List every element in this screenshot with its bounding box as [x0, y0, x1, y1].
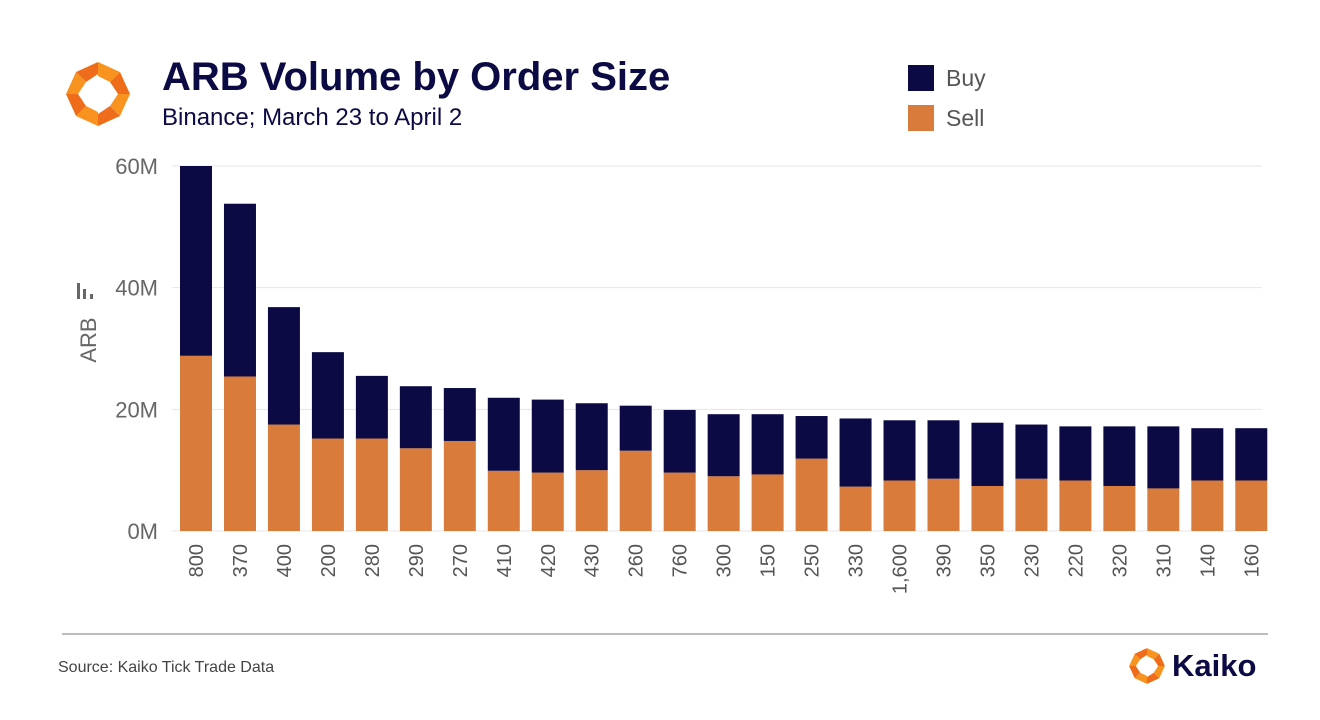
bar-buy [707, 414, 740, 477]
bar-sell [883, 480, 916, 531]
bar-buy [575, 403, 608, 471]
x-tick-label: 150 [758, 544, 780, 577]
bar-sell [619, 450, 652, 531]
brand: Kaiko [1128, 647, 1256, 685]
bar-buy [1147, 426, 1180, 489]
bar-chart-icon [77, 283, 93, 299]
bar-buy [223, 203, 256, 377]
bar-sell [399, 448, 432, 531]
bar-buy [971, 422, 1004, 486]
legend-label-buy: Buy [946, 64, 986, 91]
x-tick-label: 250 [802, 544, 824, 577]
bar-buy [663, 409, 696, 473]
bar-buy [355, 375, 388, 439]
bar-chart: 0M 20M 40M 60M ARB 800 370 400 200 280 290 270 410 42… [76, 154, 1268, 594]
bar-sell [795, 458, 828, 531]
x-tick-label: 320 [1109, 544, 1131, 577]
bar-sell [1147, 488, 1180, 531]
bar-sell [311, 438, 344, 531]
bar-buy [839, 418, 872, 487]
x-tick-label: 220 [1065, 544, 1087, 577]
bar-sell [180, 355, 212, 531]
x-tick-label: 300 [714, 544, 736, 577]
y-tick-label: 60M [115, 154, 158, 179]
legend-item-buy: Buy [908, 58, 986, 98]
bar-buy [531, 399, 564, 473]
x-tick-label: 800 [186, 544, 208, 577]
chart-title: ARB Volume by Order Size [162, 55, 671, 99]
source-note: Source: Kaiko Tick Trade Data [58, 659, 275, 676]
bar-sell [707, 476, 740, 531]
bar-buy [311, 352, 344, 439]
chart-subtitle: Binance; March 23 to April 2 [162, 104, 463, 131]
bar-buy [443, 388, 476, 441]
legend: Buy Sell [908, 58, 986, 138]
bar-sell [1191, 480, 1224, 531]
x-tick-label: 370 [230, 544, 252, 577]
x-tick-label: 400 [274, 544, 296, 577]
bar-buy [1235, 428, 1268, 481]
bar-buy [1015, 424, 1048, 479]
y-tick-label: 20M [115, 397, 158, 422]
bar-buy [927, 420, 960, 479]
x-tick-label: 430 [582, 544, 604, 577]
bar-buy [1059, 426, 1092, 481]
brand-name: Kaiko [1172, 648, 1257, 683]
y-tick-label: 0M [127, 519, 158, 544]
bar-buy [487, 397, 520, 471]
bar-buy [751, 414, 784, 475]
bar-sell [443, 440, 476, 531]
bar-sell [487, 470, 520, 531]
y-axis-label: ARB [76, 317, 101, 362]
x-tick-label: 280 [362, 544, 384, 577]
bar-buy [883, 420, 916, 481]
bar-buy [1103, 426, 1136, 486]
bar-sell [971, 485, 1004, 531]
legend-swatch-buy [908, 65, 934, 91]
bar-sell [531, 472, 564, 531]
bar-sell [751, 474, 784, 531]
legend-swatch-sell [908, 105, 934, 131]
bar-buy [180, 166, 212, 356]
bar-buy [619, 405, 652, 451]
bar-buy [399, 386, 432, 449]
bar-sell [223, 376, 256, 531]
bar-sell [1059, 480, 1092, 531]
x-tick-label: 270 [450, 544, 472, 577]
bar-sell [1015, 478, 1048, 531]
bar-sell [1235, 480, 1268, 531]
x-tick-label: 260 [626, 544, 648, 577]
x-tick-label: 350 [977, 544, 999, 577]
x-tick-label: 390 [933, 544, 955, 577]
x-tick-label: 760 [670, 544, 692, 577]
bar-sell [355, 438, 388, 531]
bar-buy [795, 416, 828, 459]
x-tick-label: 410 [494, 544, 516, 577]
x-tick-label: 200 [318, 544, 340, 577]
x-tick-label: 330 [846, 544, 868, 577]
x-tick-label: 290 [406, 544, 428, 577]
x-tick-label: 230 [1021, 544, 1043, 577]
x-tick-label: 160 [1241, 544, 1263, 577]
legend-label-sell: Sell [946, 104, 985, 131]
bar-buy [267, 307, 300, 425]
footer-divider [62, 633, 1268, 635]
bar-sell [839, 486, 872, 531]
x-tick-label: 420 [538, 544, 560, 577]
x-tick-label: 140 [1197, 544, 1219, 577]
kaiko-logo-icon [66, 62, 130, 126]
bar-sell [927, 478, 960, 531]
kaiko-brand-icon [1129, 648, 1165, 684]
bar-sell [1103, 485, 1136, 531]
bar-sell [663, 472, 696, 531]
x-tick-label: 1,600 [890, 544, 912, 594]
bar-sell [575, 470, 608, 531]
bar-sell [267, 424, 300, 531]
bar-buy [1191, 428, 1224, 481]
legend-item-sell: Sell [908, 98, 986, 138]
x-tick-label: 310 [1153, 544, 1175, 577]
y-tick-label: 40M [115, 276, 158, 301]
